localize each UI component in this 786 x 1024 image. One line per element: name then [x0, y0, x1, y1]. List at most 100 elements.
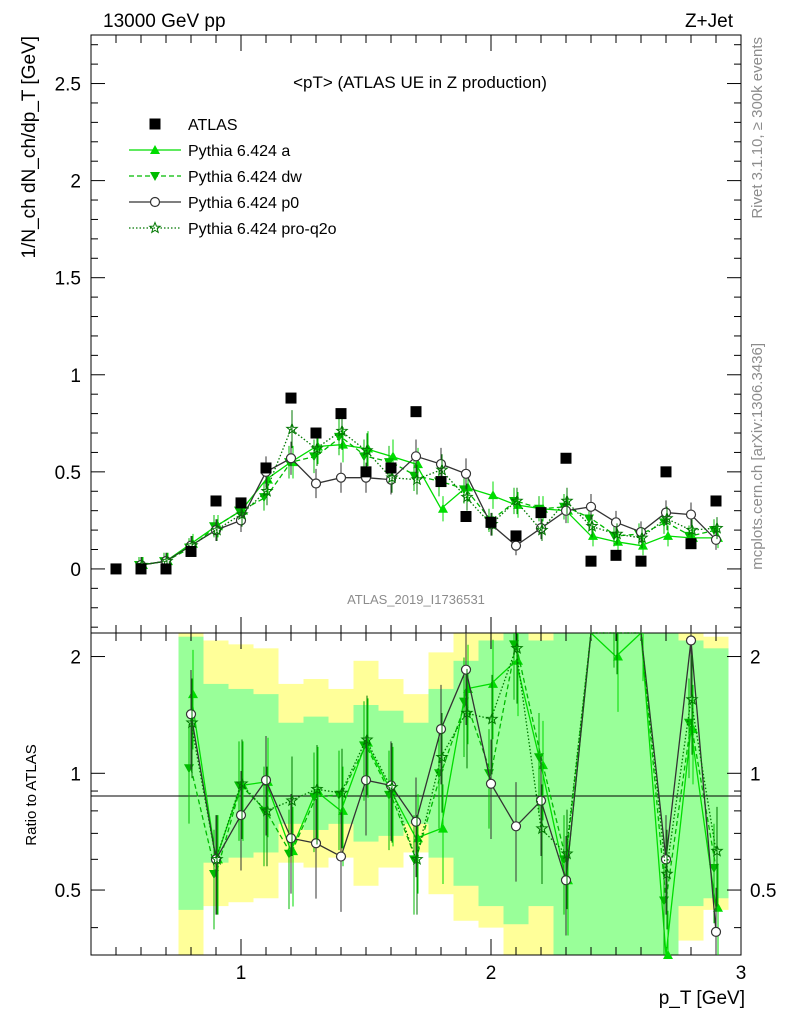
chart-title: <pT> (ATLAS UE in Z production) — [293, 73, 547, 92]
series-marker — [710, 521, 724, 534]
series-marker — [360, 443, 374, 457]
energy-label: 13000 GeV pp — [103, 11, 226, 32]
series-marker — [210, 523, 224, 536]
ratio-marker — [488, 678, 498, 688]
series-marker — [310, 441, 324, 455]
ratio-marker — [235, 776, 249, 790]
y-tick-label: 0 — [70, 560, 81, 581]
atlas-point — [560, 452, 572, 464]
atlas-point — [610, 549, 622, 561]
series-marker — [610, 527, 624, 540]
atlas-point — [285, 392, 297, 404]
ratio-y-tick-label: 1 — [70, 764, 81, 785]
atlas-point — [685, 538, 697, 550]
ratio-marker — [560, 875, 572, 886]
band-green — [578, 633, 604, 955]
atlas-point — [710, 495, 722, 507]
series-marker — [410, 472, 424, 486]
series-marker — [510, 494, 524, 507]
ratio-marker — [285, 793, 299, 807]
legend-marker — [150, 172, 160, 181]
series-marker — [410, 451, 422, 462]
series-marker — [460, 490, 474, 503]
process-label: Z+Jet — [685, 11, 734, 32]
ratio-y-tick-label: 0.5 — [55, 881, 81, 902]
ratio-marker — [535, 821, 549, 835]
ratio-marker — [310, 782, 324, 795]
ratio-marker — [335, 851, 347, 862]
ratio-marker — [660, 867, 674, 880]
atlas-point — [360, 466, 372, 478]
atlas-point — [260, 462, 272, 474]
y-tick-label: 1 — [70, 366, 81, 387]
atlas-point — [185, 545, 197, 557]
atlas-point — [385, 462, 397, 474]
ratio-marker — [435, 750, 449, 763]
ratio-marker — [310, 838, 322, 849]
atlas-point — [210, 495, 222, 507]
series-marker — [460, 468, 472, 479]
ratio-marker — [360, 775, 372, 786]
ratio-line — [190, 632, 717, 875]
band-green — [703, 648, 729, 899]
atlas-point — [310, 427, 322, 439]
band-green — [603, 633, 629, 955]
atlas-data-points — [110, 392, 722, 575]
series-marker — [388, 451, 398, 461]
series-marker — [488, 490, 498, 500]
ratio-y-tick-label-right: 2 — [750, 648, 761, 669]
atlas-point — [535, 507, 547, 519]
y-tick-label: 0.5 — [55, 463, 81, 484]
ratio-marker — [438, 823, 448, 833]
legend-label: Pythia 6.424 p0 — [188, 195, 299, 212]
series-marker — [710, 534, 722, 545]
series-marker — [235, 507, 249, 521]
atlas-point — [410, 406, 422, 418]
ratio-marker — [510, 641, 524, 654]
ratio-marker — [460, 664, 472, 675]
atlas-point — [510, 530, 522, 542]
band-green — [628, 633, 654, 955]
atlas-point — [435, 476, 447, 488]
ratio-marker — [185, 709, 197, 720]
ratio-y-axis-label: Ratio to ATLAS — [23, 744, 40, 845]
series-marker — [335, 472, 347, 483]
ratio-marker — [685, 635, 697, 646]
ratio-marker — [485, 778, 497, 789]
series-marker — [260, 484, 274, 497]
legend-marker — [149, 196, 161, 208]
ratio-marker — [335, 785, 349, 799]
atlas-point — [235, 497, 247, 509]
ratio-y-tick-label-right: 0.5 — [750, 881, 776, 902]
series-marker — [685, 523, 699, 536]
series-marker — [438, 503, 448, 513]
series-marker — [585, 501, 597, 512]
legend-label: Pythia 6.424 a — [188, 143, 290, 160]
ratio-marker — [385, 780, 399, 793]
atlas-point — [635, 555, 647, 567]
ratio-marker — [185, 715, 199, 729]
y-axis-label: 1/N_ch dN_ch/dp_T [GeV] — [19, 36, 40, 259]
series-marker — [510, 540, 522, 551]
ratio-line — [190, 631, 717, 956]
ratio-marker — [613, 651, 623, 661]
x-tick-label: 2 — [486, 963, 497, 984]
series-marker — [535, 523, 549, 536]
series-marker — [285, 453, 297, 464]
series-marker — [685, 509, 697, 520]
ratio-marker — [260, 775, 272, 786]
series-marker — [310, 478, 322, 489]
legend-label: Pythia 6.424 dw — [188, 169, 302, 186]
ratio-marker — [710, 844, 724, 857]
legend: ATLAS Pythia 6.424 a Pythia 6.424 dw Pythia… — [129, 117, 337, 238]
atlas-point — [585, 555, 597, 567]
series-marker — [435, 463, 449, 476]
legend-marker — [150, 145, 160, 154]
atlas-point — [485, 516, 497, 528]
ratio-marker — [685, 692, 699, 706]
legend-label: ATLAS — [188, 117, 238, 134]
y-tick-label: 2 — [70, 172, 81, 193]
atlas-point — [660, 466, 672, 478]
series-marker — [338, 439, 348, 449]
